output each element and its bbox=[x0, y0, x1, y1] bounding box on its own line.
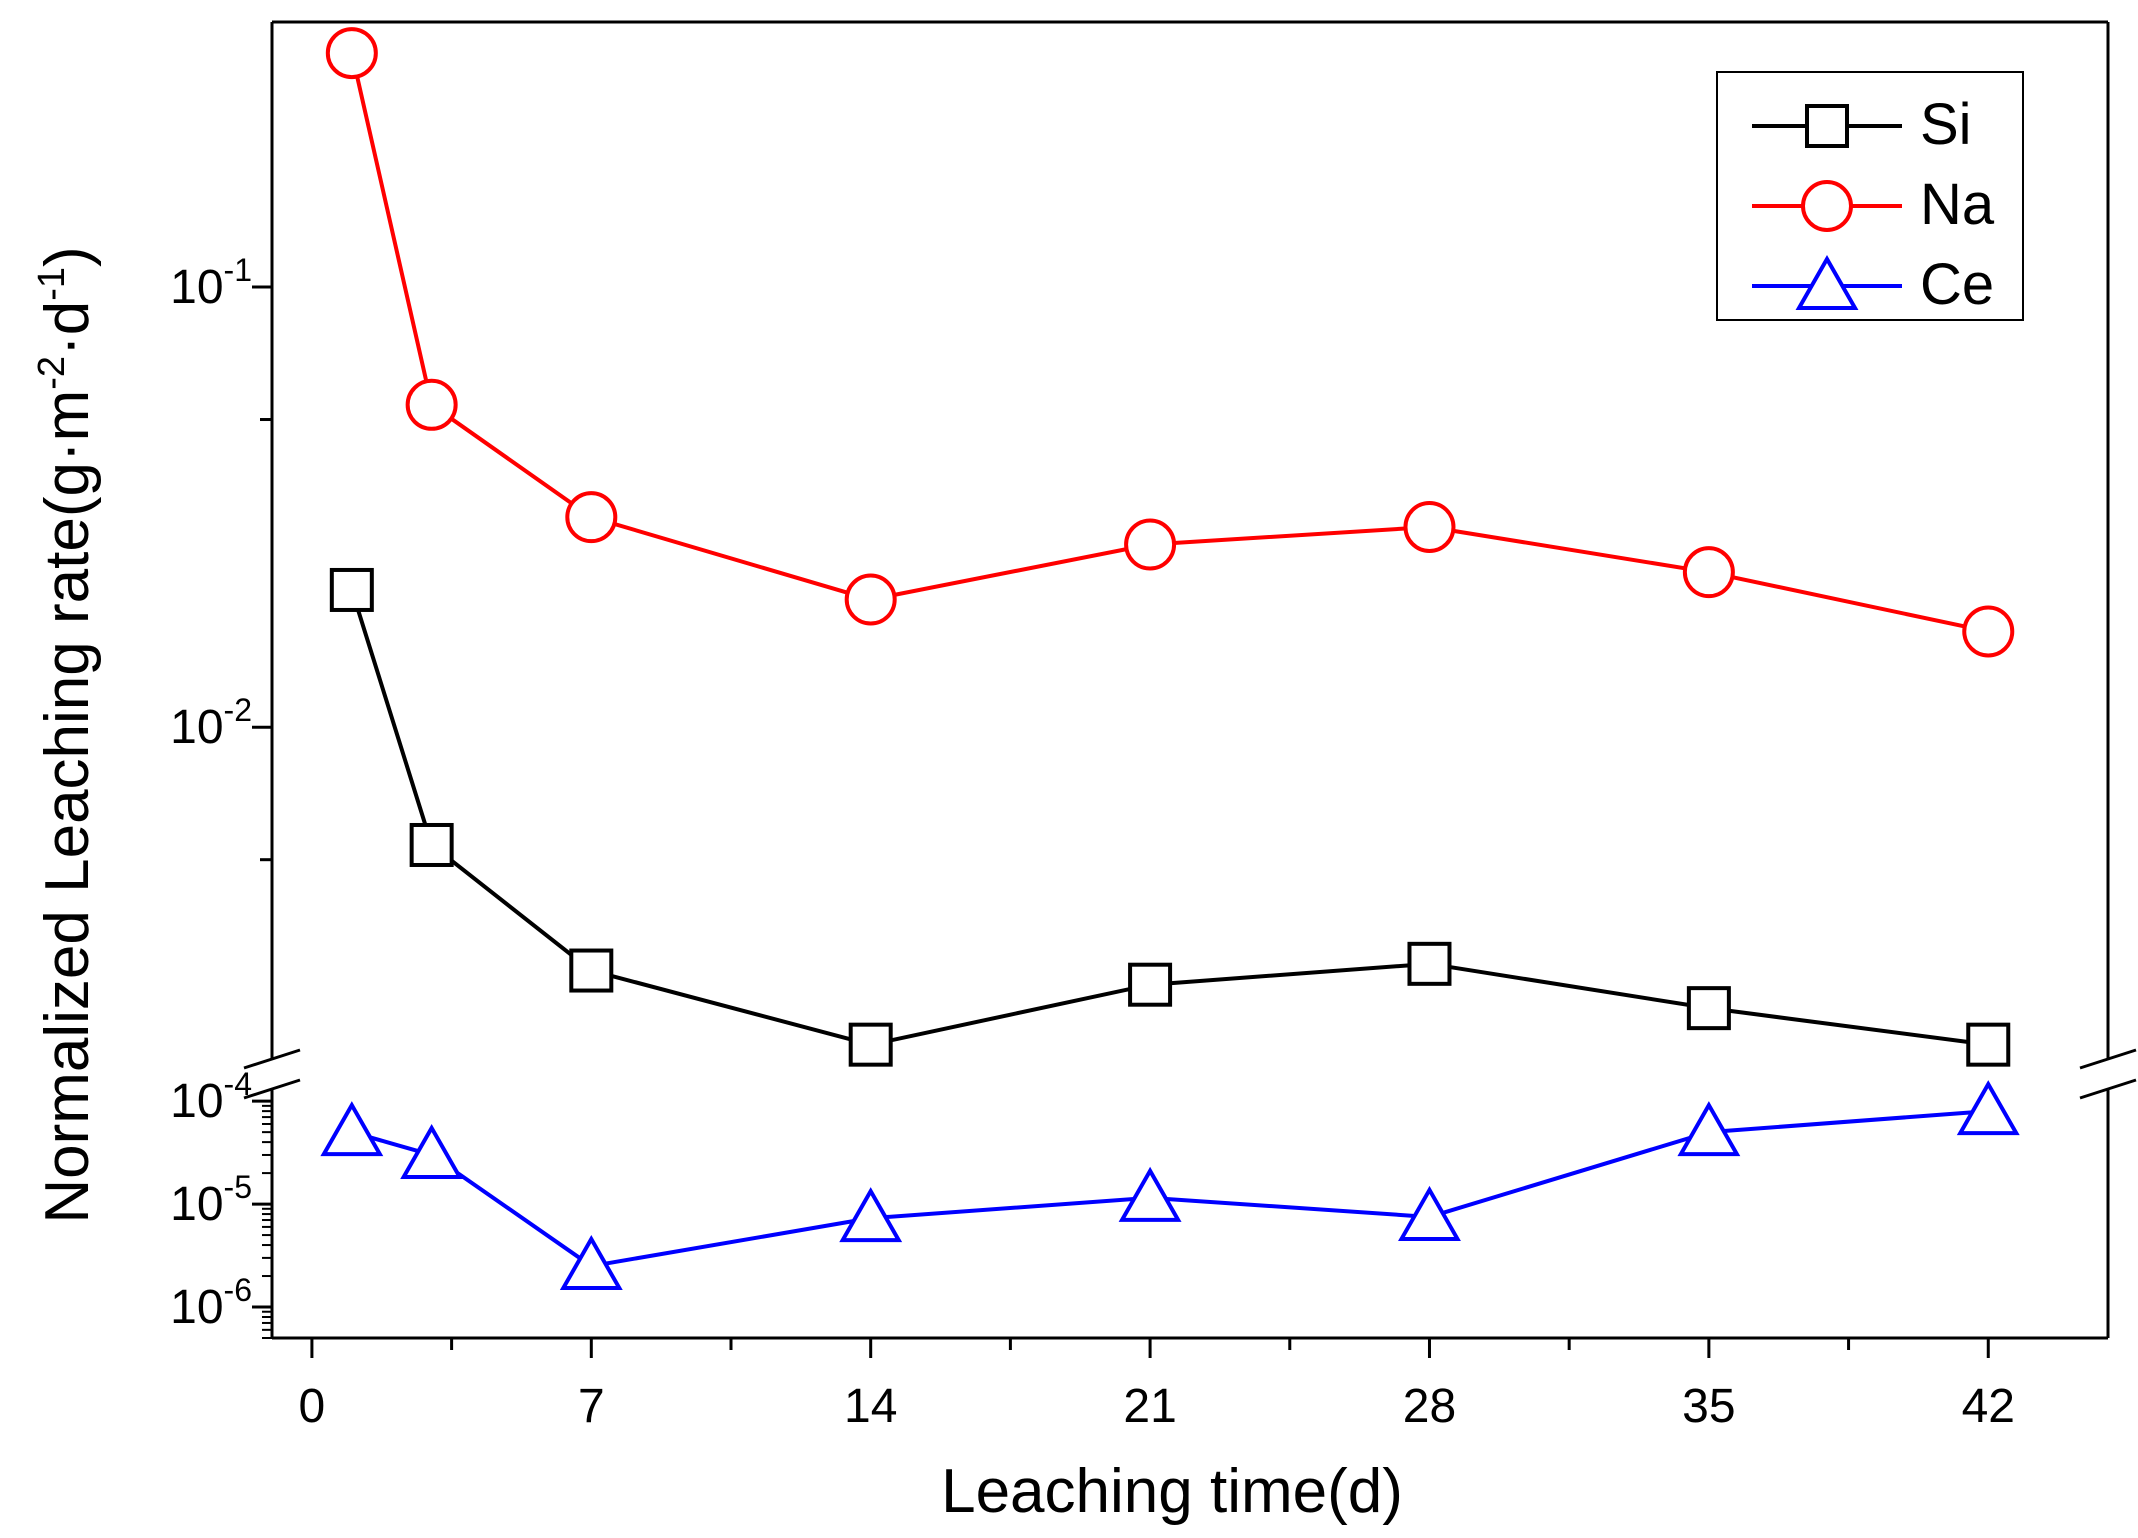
y-tick-label: 10-1 bbox=[170, 252, 252, 314]
data-point-ce bbox=[559, 1235, 623, 1291]
x-tick-label: 0 bbox=[299, 1380, 326, 1433]
data-point-ce bbox=[320, 1101, 384, 1157]
y-tick-label-base: 10 bbox=[170, 1075, 223, 1128]
series-line-na bbox=[349, 52, 1989, 634]
data-point-ce bbox=[400, 1123, 464, 1179]
data-point-si bbox=[409, 822, 454, 867]
data-point-ce bbox=[839, 1187, 903, 1243]
data-point-na bbox=[1962, 605, 2015, 658]
y-axis-title-text-a: Normalized Leaching rate(g·m bbox=[33, 390, 102, 1224]
y-tick-label-base: 10 bbox=[170, 1178, 223, 1231]
y-tick-label-base: 10 bbox=[170, 701, 223, 754]
y-tick-label-base: 10 bbox=[170, 1281, 223, 1334]
x-tick-label: 7 bbox=[578, 1380, 605, 1433]
legend-items bbox=[1752, 104, 1902, 310]
data-point-si bbox=[1128, 962, 1173, 1007]
x-tick-label: 42 bbox=[1962, 1380, 2015, 1433]
y-tick-label: 10-4 bbox=[170, 1066, 252, 1128]
y-axis-title-exp-2: -1 bbox=[31, 267, 73, 301]
data-point-na bbox=[1124, 518, 1177, 571]
x-tick-label: 35 bbox=[1682, 1380, 1735, 1433]
series-line-si bbox=[349, 589, 1989, 1047]
data-point-na bbox=[1682, 546, 1735, 599]
data-point-ce bbox=[1118, 1166, 1182, 1222]
y-tick-label-exp: -1 bbox=[224, 252, 252, 288]
data-point-ce bbox=[1677, 1101, 1741, 1157]
y-tick-label-exp: -2 bbox=[224, 692, 252, 728]
data-point-na bbox=[405, 378, 458, 431]
y-axis-break-mark bbox=[243, 1078, 301, 1100]
data-point-na bbox=[844, 573, 897, 626]
y-tick-label-exp: -6 bbox=[224, 1272, 252, 1308]
data-point-ce bbox=[1398, 1185, 1461, 1241]
legend-label-si: Si bbox=[1920, 92, 1972, 157]
y-tick-label: 10-2 bbox=[170, 692, 252, 754]
y-tick-label: 10-5 bbox=[170, 1169, 252, 1231]
legend-label-na: Na bbox=[1920, 172, 1995, 237]
y-tick-label: 10-6 bbox=[170, 1272, 252, 1334]
data-point-na bbox=[325, 27, 378, 80]
legend-box bbox=[1716, 71, 2024, 321]
legend-marker-na bbox=[1801, 180, 1853, 232]
data-point-si bbox=[569, 948, 614, 993]
legend-marker-ce bbox=[1795, 254, 1859, 310]
x-tick-label: 14 bbox=[844, 1380, 897, 1433]
y-axis-title-exp-1: -2 bbox=[31, 356, 73, 390]
right-axis-break-mark bbox=[2079, 1048, 2137, 1070]
y-axis-title: Normalized Leaching rate(g·m-2·d-1) bbox=[31, 246, 102, 1223]
y-tick-label-exp: -4 bbox=[224, 1066, 252, 1102]
x-axis-title: Leaching time(d) bbox=[941, 1457, 1403, 1526]
data-point-si bbox=[1407, 941, 1452, 986]
data-point-si bbox=[1966, 1022, 2011, 1067]
data-point-na bbox=[1403, 500, 1456, 553]
y-axis-break-mark bbox=[243, 1048, 301, 1070]
y-axis-title-text-b: ·d bbox=[33, 301, 102, 356]
legend-marker-si bbox=[1805, 104, 1849, 148]
legend-label-ce: Ce bbox=[1920, 252, 1994, 317]
x-tick-label: 21 bbox=[1123, 1380, 1176, 1433]
y-axis-title-text-c: ) bbox=[33, 246, 102, 267]
y-tick-label-exp: -5 bbox=[224, 1169, 252, 1205]
right-axis-break-mark bbox=[2079, 1078, 2137, 1100]
data-point-na bbox=[565, 491, 618, 544]
x-tick-label: 28 bbox=[1403, 1380, 1456, 1433]
legend: Si Na Ce bbox=[1716, 71, 2024, 321]
data-point-si bbox=[1686, 986, 1731, 1031]
data-point-ce bbox=[1956, 1080, 2020, 1136]
data-point-si bbox=[848, 1022, 893, 1067]
data-point-si bbox=[329, 567, 374, 612]
y-tick-label-base: 10 bbox=[170, 261, 223, 314]
